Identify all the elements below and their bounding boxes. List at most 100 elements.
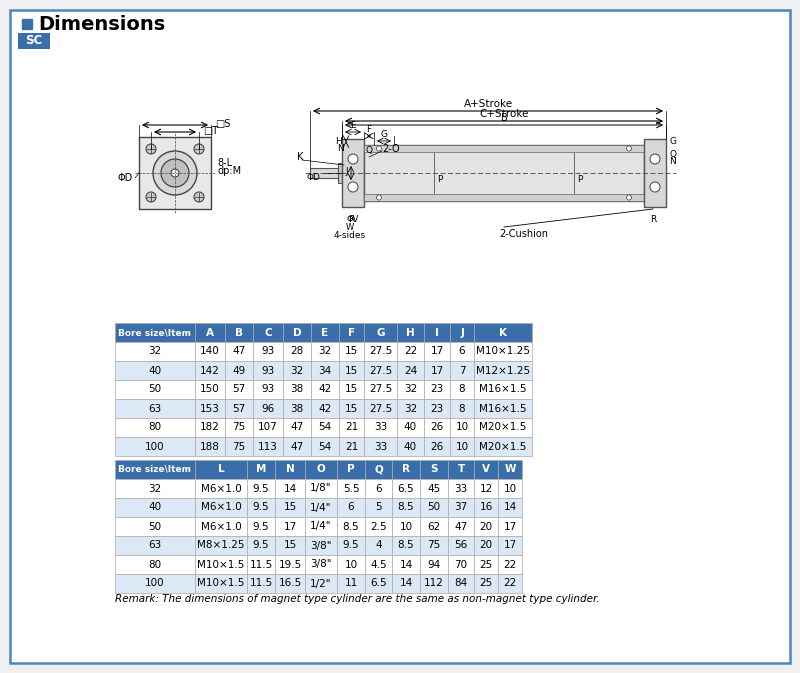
Bar (337, 517, 365, 536)
Text: 38: 38 (290, 384, 304, 394)
Bar (450, 361, 474, 380)
Text: R: R (650, 215, 656, 224)
Bar (339, 437, 364, 456)
Bar (337, 536, 365, 555)
Text: 8.5: 8.5 (342, 522, 359, 532)
Bar (253, 361, 283, 380)
Text: 80: 80 (149, 423, 162, 433)
Text: 19.5: 19.5 (278, 559, 302, 569)
Text: J: J (346, 168, 348, 176)
Bar (283, 323, 311, 342)
Bar (337, 574, 365, 593)
Bar (337, 498, 365, 517)
Bar (311, 437, 339, 456)
Bar (311, 361, 339, 380)
Bar (283, 380, 311, 399)
Bar (18, 51, 782, 655)
Text: 6: 6 (375, 483, 382, 493)
Text: A+Stroke: A+Stroke (463, 99, 513, 109)
Text: Q: Q (374, 464, 383, 474)
Bar (364, 418, 397, 437)
Bar (311, 399, 339, 418)
Text: 34: 34 (318, 365, 332, 376)
Bar (339, 418, 364, 437)
Text: 3/8": 3/8" (310, 559, 332, 569)
Circle shape (146, 192, 156, 202)
Text: B: B (235, 328, 243, 337)
Bar (392, 479, 420, 498)
Text: 23: 23 (430, 404, 444, 413)
Text: G: G (381, 130, 387, 139)
Text: K: K (297, 152, 303, 162)
Text: 5: 5 (375, 503, 382, 513)
Text: H: H (335, 137, 342, 147)
Text: M20×1.5: M20×1.5 (479, 441, 526, 452)
Text: 100: 100 (145, 441, 165, 452)
Bar (365, 517, 392, 536)
Text: 21: 21 (345, 441, 358, 452)
Text: M20×1.5: M20×1.5 (479, 423, 526, 433)
Text: 50: 50 (149, 522, 162, 532)
Text: 15: 15 (283, 503, 297, 513)
Text: 6: 6 (348, 503, 354, 513)
Text: E: E (322, 328, 329, 337)
Bar (397, 323, 424, 342)
Bar (115, 418, 195, 437)
Bar (115, 437, 195, 456)
Text: 142: 142 (200, 365, 220, 376)
Bar (474, 555, 498, 574)
Text: □S: □S (215, 119, 230, 129)
Text: 54: 54 (318, 423, 332, 433)
Bar (450, 380, 474, 399)
Text: W: W (346, 223, 354, 232)
Bar (450, 399, 474, 418)
Bar (448, 517, 474, 536)
Text: 2-O: 2-O (382, 144, 400, 154)
Circle shape (153, 151, 197, 195)
Text: 15: 15 (283, 540, 297, 551)
Text: 11.5: 11.5 (250, 559, 273, 569)
Text: 22: 22 (503, 579, 517, 588)
Bar (365, 460, 392, 479)
Text: 40: 40 (404, 423, 417, 433)
Circle shape (194, 144, 204, 154)
Text: 14: 14 (503, 503, 517, 513)
Text: M10×1.5: M10×1.5 (198, 559, 245, 569)
Text: 25: 25 (479, 579, 493, 588)
Bar (339, 342, 364, 361)
Bar (195, 437, 225, 456)
Bar (420, 498, 448, 517)
Text: E: E (350, 121, 356, 130)
Bar (424, 418, 450, 437)
Text: 40: 40 (149, 503, 162, 513)
Bar (225, 399, 253, 418)
Text: 93: 93 (262, 347, 274, 357)
Bar (474, 342, 532, 361)
Text: 17: 17 (503, 540, 517, 551)
Text: 47: 47 (290, 441, 304, 452)
Text: 1/4": 1/4" (310, 522, 332, 532)
Text: F: F (366, 125, 371, 134)
Text: 21: 21 (345, 423, 358, 433)
Text: 50: 50 (149, 384, 162, 394)
Bar (195, 323, 225, 342)
Bar (115, 361, 195, 380)
Text: 1/8": 1/8" (310, 483, 332, 493)
Text: 6: 6 (458, 347, 466, 357)
Bar (397, 361, 424, 380)
Text: K: K (499, 328, 507, 337)
Circle shape (146, 144, 156, 154)
Text: 10: 10 (455, 423, 469, 433)
Bar (253, 323, 283, 342)
Text: 32: 32 (404, 384, 417, 394)
Text: Q: Q (669, 151, 676, 160)
Bar (450, 342, 474, 361)
Text: C+Stroke: C+Stroke (479, 109, 529, 119)
Bar (474, 460, 498, 479)
Text: M: M (256, 464, 266, 474)
Bar (225, 342, 253, 361)
Text: 47: 47 (454, 522, 468, 532)
Bar (115, 342, 195, 361)
Bar (397, 380, 424, 399)
Circle shape (650, 154, 660, 164)
